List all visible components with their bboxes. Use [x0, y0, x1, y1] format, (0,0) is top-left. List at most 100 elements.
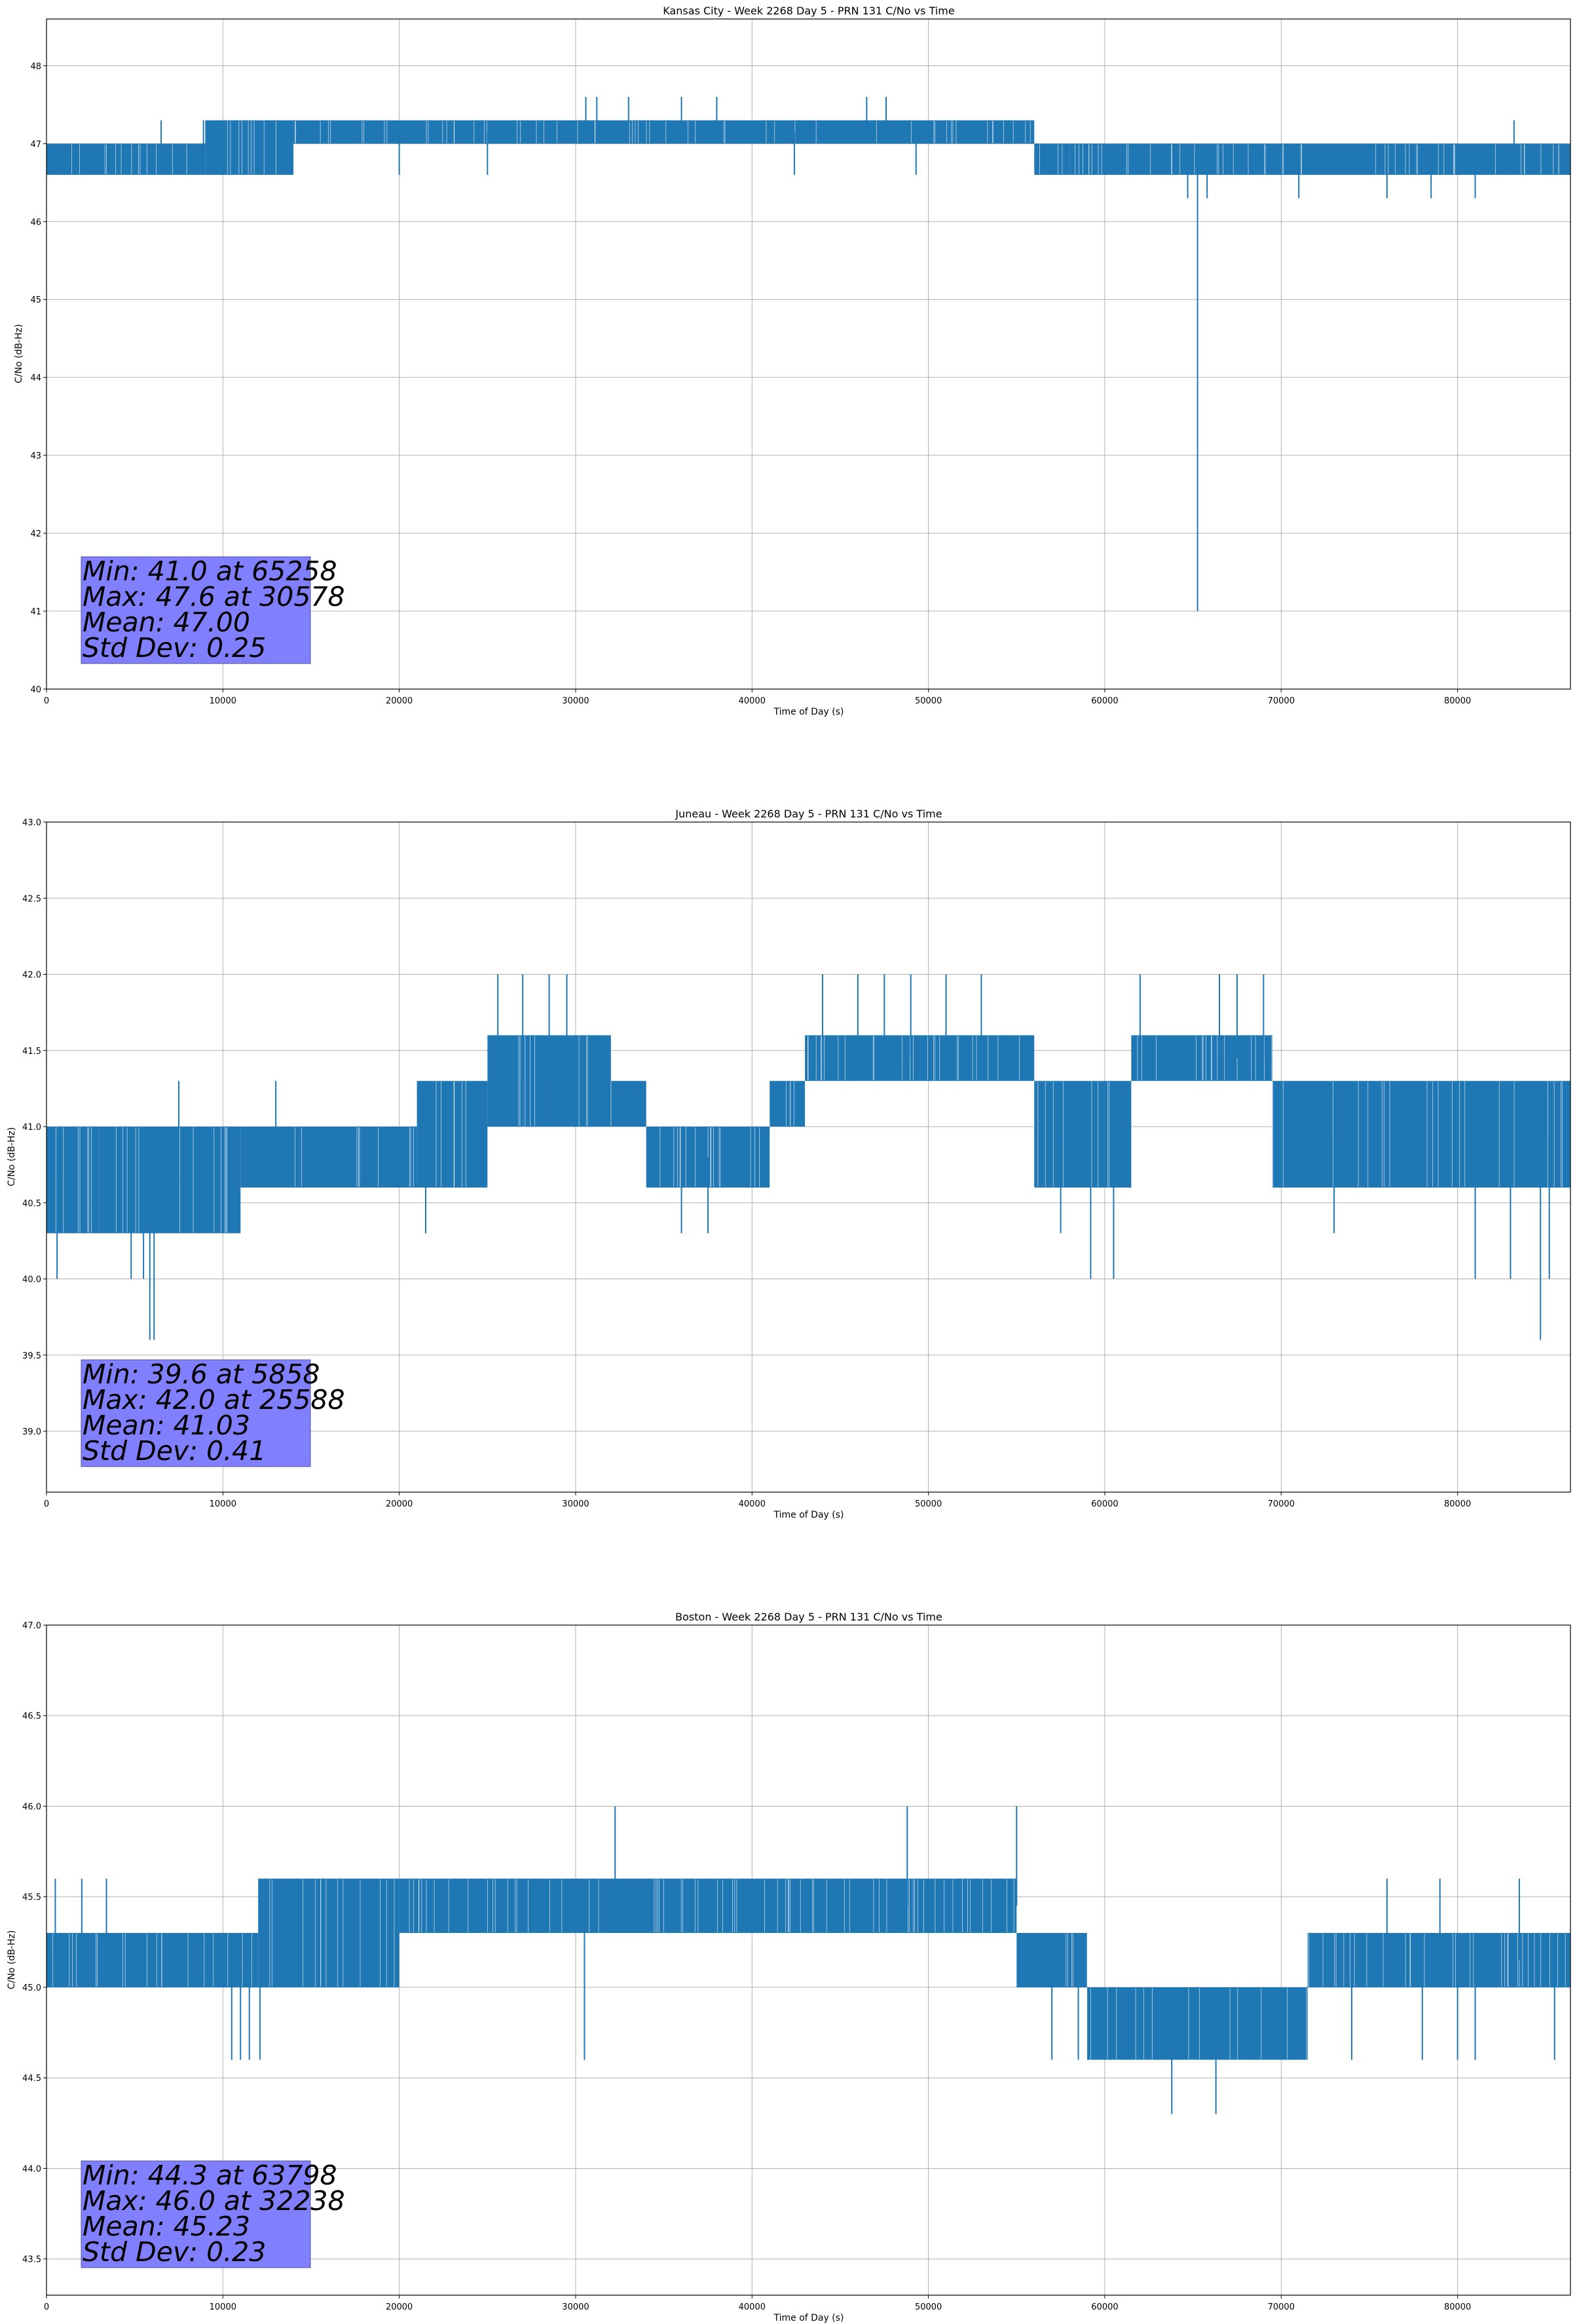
stats-std-dev: Std Dev: 0.23 [83, 2236, 266, 2268]
x-tick-label: 80000 [1444, 696, 1471, 706]
x-tick-label: 20000 [386, 2302, 413, 2312]
x-axis-label: Time of Day (s) [773, 1510, 844, 1520]
series-band [487, 1035, 523, 1127]
stats-mean: Mean: 47.00 [83, 607, 250, 638]
y-tick-label: 44.0 [22, 2164, 41, 2174]
x-tick-label: 80000 [1444, 1499, 1471, 1509]
series-band [1281, 143, 1570, 175]
series-band [46, 1933, 259, 1987]
x-tick-label: 40000 [739, 1499, 766, 1509]
chart-title: Juneau - Week 2268 Day 5 - PRN 131 C/No … [675, 808, 942, 820]
x-tick-label: 30000 [562, 1499, 589, 1509]
data-series [46, 1806, 1570, 2114]
data-series [46, 96, 1570, 612]
x-axis-label: Time of Day (s) [773, 707, 844, 717]
y-tick-label: 44.5 [22, 2074, 41, 2084]
y-tick-label: 41.0 [22, 1123, 41, 1133]
x-tick-label: 20000 [386, 696, 413, 706]
y-tick-label: 40.0 [22, 1275, 41, 1285]
stats-box [81, 556, 311, 664]
y-tick-label: 45.5 [22, 1893, 41, 1903]
y-tick-label: 47 [30, 140, 41, 149]
series-band [610, 1081, 646, 1127]
chart-juneau: Juneau - Week 2268 Day 5 - PRN 131 C/No … [7, 808, 1571, 1520]
y-tick-label: 42.0 [22, 971, 41, 981]
series-band [1034, 1081, 1132, 1188]
x-tick-label: 30000 [562, 2302, 589, 2312]
series-band [770, 1081, 806, 1127]
y-tick-label: 42.5 [22, 894, 41, 904]
series-band [575, 120, 1035, 144]
series-band [399, 1879, 1017, 1934]
x-tick-label: 10000 [210, 1499, 236, 1509]
y-tick-label: 44 [30, 373, 41, 383]
series-band [1069, 143, 1282, 175]
stats-mean: Mean: 41.03 [83, 1410, 250, 1441]
stats-std-dev: Std Dev: 0.41 [83, 1435, 266, 1467]
x-tick-label: 60000 [1091, 696, 1118, 706]
y-tick-label: 40 [30, 685, 41, 695]
x-axis-label: Time of Day (s) [773, 2313, 844, 2323]
chart-title: Kansas City - Week 2268 Day 5 - PRN 131 … [663, 5, 954, 17]
chart-boston: Boston - Week 2268 Day 5 - PRN 131 C/No … [7, 1611, 1571, 2323]
tick-labels: 0 10000 20000 30000 40000 50000 60000 70000 8000… [30, 62, 1471, 706]
y-tick-label: 48 [30, 62, 41, 71]
y-tick-label: 39.0 [22, 1427, 41, 1437]
x-tick-label: 10000 [210, 696, 236, 706]
x-tick-label: 70000 [1268, 2302, 1295, 2312]
y-tick-label: 41.5 [22, 1047, 41, 1057]
series-band [805, 1035, 1035, 1081]
y-axis-label: C/No (dB-Hz) [14, 324, 24, 383]
y-tick-label: 46 [30, 217, 41, 227]
x-tick-label: 60000 [1091, 2302, 1118, 2312]
series-band [1087, 1987, 1308, 2060]
x-tick-label: 60000 [1091, 1499, 1118, 1509]
tick-labels: 0 10000 20000 30000 40000 50000 60000 70000 8000… [22, 1621, 1471, 2312]
series-band [1272, 1081, 1570, 1188]
y-axis-label: C/No (dB-Hz) [7, 1930, 17, 1989]
plot-frame [46, 1624, 1571, 2296]
series-band [293, 120, 576, 144]
x-tick-label: 20000 [386, 1499, 413, 1509]
y-axis-label: C/No (dB-Hz) [7, 1127, 17, 1186]
x-tick-label: 50000 [915, 696, 942, 706]
plot-frame [46, 821, 1571, 1493]
y-tick-label: 46.0 [22, 1802, 41, 1812]
series-band [417, 1081, 488, 1188]
y-tick-label: 43.0 [22, 818, 41, 828]
x-tick-label: 30000 [562, 696, 589, 706]
chart-kansas-city: Kansas City - Week 2268 Day 5 - PRN 131 … [14, 5, 1571, 717]
stats-max: Max: 42.0 at 25588 [83, 1384, 345, 1415]
series-band [205, 120, 294, 175]
x-tick-label: 70000 [1268, 696, 1295, 706]
y-tick-label: 45.0 [22, 1983, 41, 1993]
x-tick-label: 50000 [915, 1499, 942, 1509]
chart-title: Boston - Week 2268 Day 5 - PRN 131 C/No … [675, 1611, 942, 1623]
grid [46, 19, 1570, 689]
y-tick-label: 45 [30, 295, 41, 305]
x-tick-label: 40000 [739, 2302, 766, 2312]
plot-frame [46, 18, 1571, 690]
series-band [1131, 1035, 1272, 1081]
y-tick-label: 47.0 [22, 1621, 41, 1631]
stats-box [81, 1359, 311, 1467]
series-band [46, 143, 206, 175]
y-tick-label: 43 [30, 451, 41, 461]
stats-min: Min: 39.6 at 5858 [83, 1359, 320, 1390]
x-tick-label: 0 [44, 696, 49, 706]
stats-max: Max: 46.0 at 32238 [83, 2185, 345, 2217]
stats-max: Max: 47.6 at 30578 [83, 581, 345, 612]
series-band [258, 1879, 399, 1987]
y-tick-label: 41 [30, 607, 41, 617]
x-tick-label: 50000 [915, 2302, 942, 2312]
data-series [46, 974, 1570, 1340]
series-band [99, 1127, 241, 1233]
x-tick-label: 0 [44, 2302, 49, 2312]
stats-std-dev: Std Dev: 0.25 [83, 632, 266, 664]
y-tick-label: 42 [30, 529, 41, 539]
stats-min: Min: 41.0 at 65258 [83, 555, 337, 587]
y-tick-label: 43.5 [22, 2255, 41, 2265]
tick-labels: 0 10000 20000 30000 40000 50000 60000 70000 8000… [22, 818, 1471, 1509]
x-tick-label: 80000 [1444, 2302, 1471, 2312]
